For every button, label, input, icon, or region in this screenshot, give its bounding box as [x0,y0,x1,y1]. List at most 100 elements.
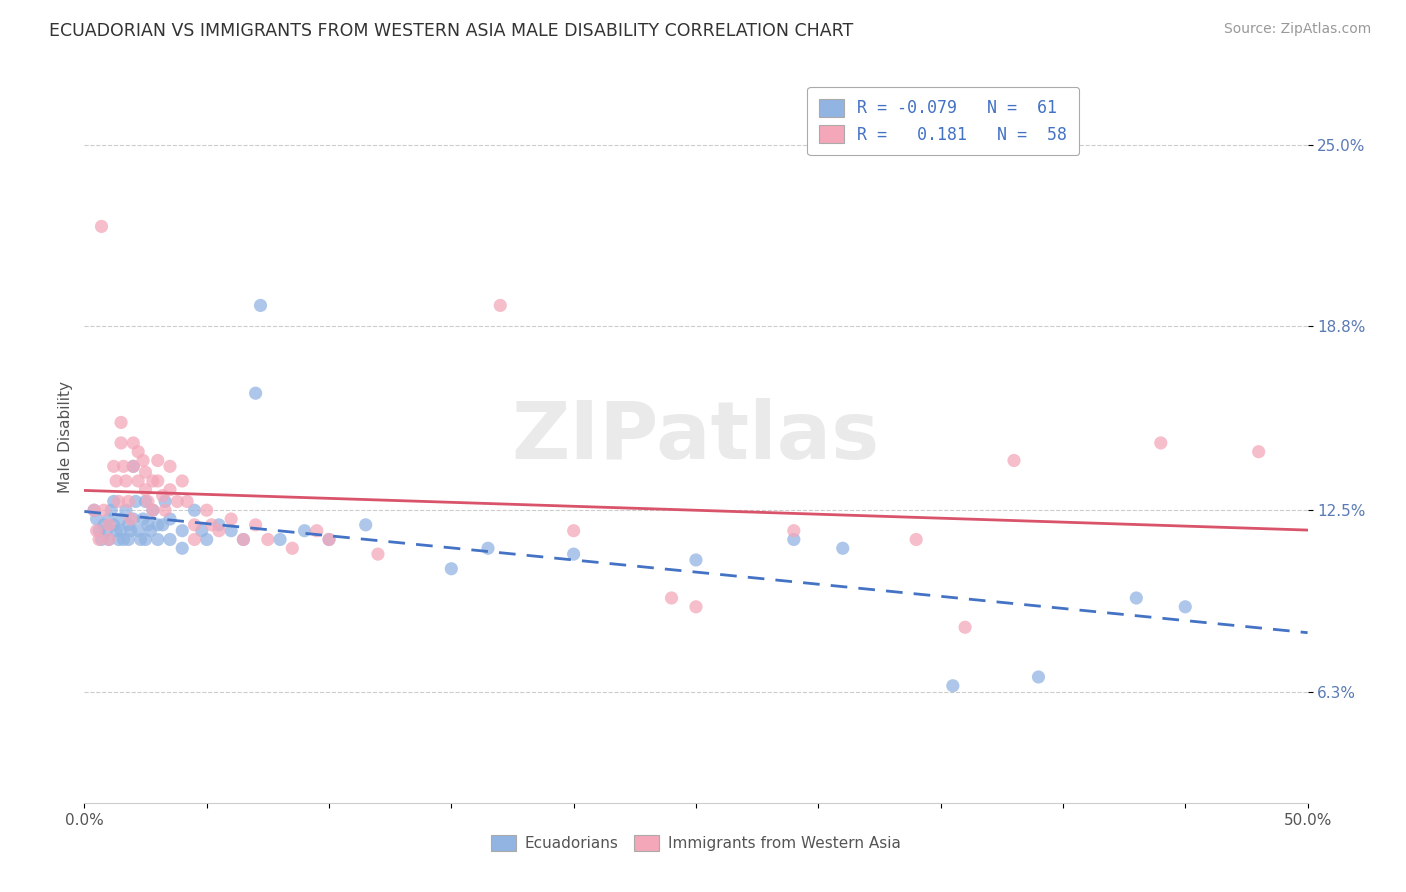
Point [232,533,254,547]
Point [1028,670,1050,684]
Point [1150,436,1173,450]
Point [120,524,142,538]
Y-axis label: Male Disability: Male Disability [58,381,73,493]
Point [86,524,108,538]
Point [112,533,135,547]
Point [269,533,291,547]
Point [146,533,169,547]
Point [110,416,132,430]
Point [159,512,181,526]
Point [110,512,132,526]
Point [120,512,142,526]
Point [97,533,120,547]
Point [146,517,169,532]
Point [136,494,159,508]
Point [183,533,205,547]
Point [115,503,138,517]
Point [86,512,108,526]
Point [93,503,115,517]
Point [97,512,120,526]
Point [245,386,267,401]
Point [110,436,132,450]
Point [159,533,181,547]
Point [176,494,198,508]
Point [90,219,112,234]
Point [166,494,188,508]
Point [685,599,707,614]
Point [195,503,218,517]
Text: Source: ZipAtlas.com: Source: ZipAtlas.com [1223,22,1371,37]
Point [122,436,145,450]
Point [127,474,149,488]
Point [661,591,683,605]
Point [122,512,145,526]
Point [110,524,132,538]
Point [172,524,194,538]
Point [142,503,165,517]
Point [562,547,585,561]
Point [219,524,242,538]
Point [112,459,135,474]
Point [103,459,125,474]
Point [191,524,214,538]
Point [153,494,176,508]
Point [146,474,169,488]
Point [159,483,181,497]
Point [107,533,129,547]
Point [117,517,139,532]
Point [257,533,280,547]
Point [97,517,120,532]
Point [87,533,110,547]
Point [122,459,145,474]
Point [953,620,976,634]
Point [117,494,139,508]
Point [135,483,157,497]
Point [152,489,174,503]
Point [105,474,128,488]
Point [87,524,110,538]
Point [208,517,231,532]
Text: ECUADORIAN VS IMMIGRANTS FROM WESTERN ASIA MALE DISABILITY CORRELATION CHART: ECUADORIAN VS IMMIGRANTS FROM WESTERN AS… [49,22,853,40]
Point [135,533,157,547]
Point [127,524,149,538]
Point [1125,591,1147,605]
Point [281,541,304,556]
Point [83,503,105,517]
Point [489,298,512,312]
Legend: Ecuadorians, Immigrants from Western Asia: Ecuadorians, Immigrants from Western Asi… [485,829,907,857]
Point [117,533,139,547]
Point [200,517,222,532]
Point [136,517,159,532]
Point [142,503,165,517]
Point [107,494,129,508]
Point [152,517,174,532]
Point [232,533,254,547]
Point [100,503,122,517]
Point [97,533,120,547]
Point [183,517,205,532]
Point [477,541,499,556]
Point [159,459,181,474]
Point [142,474,165,488]
Point [135,494,157,508]
Point [135,465,157,479]
Point [90,533,112,547]
Point [96,524,118,538]
Point [219,512,242,526]
Point [93,517,115,532]
Point [183,503,205,517]
Point [132,453,155,467]
Point [562,524,585,538]
Point [172,541,194,556]
Point [245,517,267,532]
Point [318,533,340,547]
Point [831,541,853,556]
Point [318,533,340,547]
Point [195,533,218,547]
Point [103,517,125,532]
Point [1247,444,1270,458]
Point [153,503,176,517]
Point [783,524,806,538]
Point [208,524,231,538]
Point [783,533,806,547]
